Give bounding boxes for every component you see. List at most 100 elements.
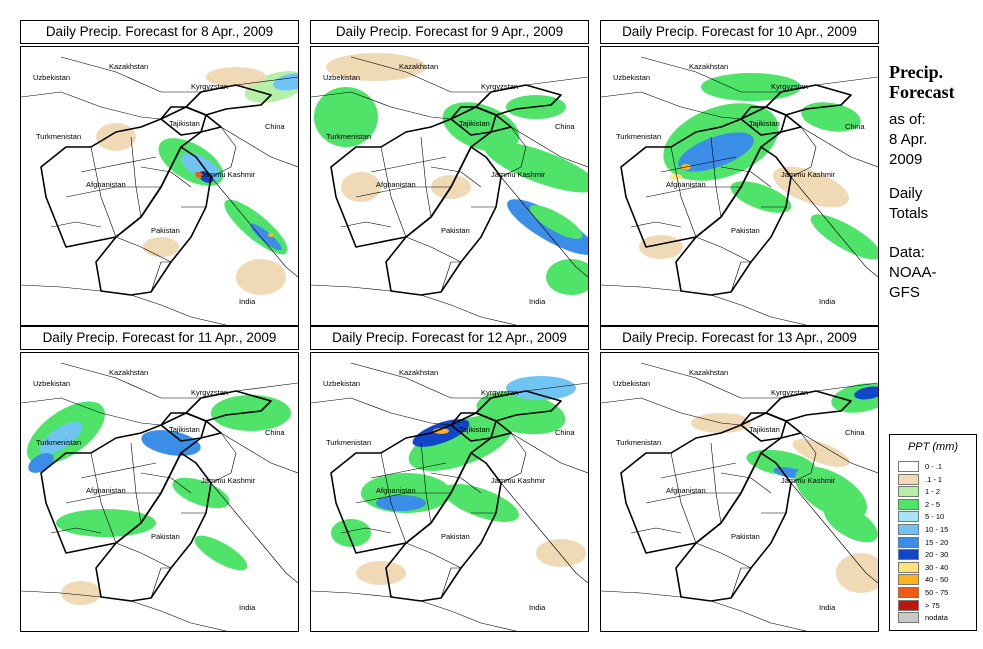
precip-area <box>730 181 792 213</box>
precip-area <box>536 539 586 567</box>
legend-label: 2 - 5 <box>925 499 941 509</box>
legend-swatch <box>898 511 919 523</box>
boundary-coast <box>21 590 227 631</box>
boundary-prov1 <box>355 136 451 238</box>
precip-map-svg: Kazakhstan Uzbekistan Kyrgyzstan Tajikistan… <box>601 56 878 325</box>
map-label-kyrgyzstan: Kyrgyzstan <box>481 388 518 397</box>
precip-area <box>701 73 801 101</box>
precip-map: Kazakhstan Uzbekistan Kyrgyzstan Tajikistan… <box>20 352 299 632</box>
legend-swatch <box>898 536 919 548</box>
map-label-afghanistan: Afghanistan <box>666 180 706 189</box>
legend-label: > 75 <box>925 600 940 610</box>
map-label-afghanistan: Afghanistan <box>376 486 416 495</box>
boundary-ind <box>500 176 588 278</box>
legend-swatch <box>898 587 919 598</box>
legend-label: 5 - 10 <box>925 512 945 522</box>
legend-label: 15 - 20 <box>925 537 949 547</box>
boundary-coast <box>601 284 807 325</box>
boundary-uzb <box>311 91 452 120</box>
boundary-ind <box>210 482 298 584</box>
precip-area <box>96 123 136 151</box>
precip-area <box>331 519 371 547</box>
boundary-inner <box>340 166 482 228</box>
map-label-afghanistan: Afghanistan <box>666 486 706 495</box>
precip-field <box>691 383 878 593</box>
boundary-inner <box>340 472 482 534</box>
map-label-kazakhstan: Kazakhstan <box>109 368 148 377</box>
boundary-chn <box>220 432 298 474</box>
boundary-inner <box>50 166 192 228</box>
precip-area <box>268 233 274 237</box>
boundary-kaz <box>350 56 588 93</box>
map-label-jammu-kashmir: Jammu Kashmir <box>781 476 836 485</box>
precip-map-svg: Kazakhstan Uzbekistan Kyrgyzstan Tajikistan… <box>601 362 878 631</box>
map-label-china: China <box>555 428 575 437</box>
boundary-prov1 <box>645 136 741 238</box>
sidebar-data-line1: Data: <box>889 244 925 261</box>
forecast-panel: Daily Precip. Forecast for 8 Apr., 2009 K… <box>20 20 299 326</box>
map-label-china: China <box>845 122 865 131</box>
sidebar-date-line2: 2009 <box>889 151 923 168</box>
sidebar-title: Precip. Forecast <box>889 62 955 102</box>
map-label-afghanistan: Afghanistan <box>86 180 126 189</box>
map-label-turkmenistan: Turkmenistan <box>616 438 661 447</box>
sidebar-totals: Daily Totals <box>889 184 928 224</box>
sidebar-as-of: as of: 8 Apr. 2009 <box>889 110 927 170</box>
precip-area <box>250 223 282 251</box>
precip-area <box>433 428 449 434</box>
map-label-jammu-kashmir: Jammu Kashmir <box>491 476 546 485</box>
map-label-turkmenistan: Turkmenistan <box>616 132 661 141</box>
legend-label: 50 - 75 <box>925 588 949 597</box>
legend-swatch <box>898 461 919 472</box>
panel-title: Daily Precip. Forecast for 12 Apr., 2009 <box>310 326 589 350</box>
precip-area <box>39 421 83 455</box>
map-label-india: India <box>239 297 256 306</box>
precip-field <box>314 53 588 295</box>
forecast-panel: Daily Precip. Forecast for 9 Apr., 2009 K… <box>310 20 589 326</box>
boundary-prov1 <box>65 136 161 238</box>
sidebar-data-line3: GFS <box>889 284 920 301</box>
boundary-coast <box>601 590 807 631</box>
map-label-kazakhstan: Kazakhstan <box>109 62 148 71</box>
precip-map: Kazakhstan Uzbekistan Kyrgyzstan Tajikistan… <box>310 46 589 326</box>
precip-area <box>546 259 588 295</box>
precip-legend: PPT (mm) 0 - .1 .1 - 1 1 - 2 2 - 5 5 - 10 10 … <box>889 434 977 631</box>
boundary-prov1 <box>355 442 451 544</box>
map-label-china: China <box>265 122 285 131</box>
boundary-jk <box>760 114 817 178</box>
map-label-kyrgyzstan: Kyrgyzstan <box>191 82 228 91</box>
boundary-chn <box>800 432 878 474</box>
boundary-uzb <box>311 397 452 426</box>
precip-area <box>326 53 426 81</box>
legend-label: 30 - 40 <box>925 562 949 572</box>
map-label-tajikistan: Tajikistan <box>749 425 780 434</box>
legend-label: 1 - 2 <box>925 487 941 497</box>
boundary-coast <box>311 284 517 325</box>
precip-map-svg: Kazakhstan Uzbekistan Kyrgyzstan Tajikistan… <box>21 362 298 631</box>
legend-swatch <box>898 486 919 498</box>
boundary-inner <box>630 472 772 534</box>
map-label-uzbekistan: Uzbekistan <box>613 73 650 82</box>
panel-title: Daily Precip. Forecast for 11 Apr., 2009 <box>20 326 299 350</box>
map-label-turkmenistan: Turkmenistan <box>326 132 371 141</box>
precip-area <box>824 503 878 543</box>
map-label-pakistan: Pakistan <box>151 532 180 541</box>
forecast-panel: Daily Precip. Forecast for 13 Apr., 2009… <box>600 326 879 632</box>
precip-area <box>854 386 878 400</box>
panel-title: Daily Precip. Forecast for 10 Apr., 2009 <box>600 20 879 44</box>
map-label-kazakhstan: Kazakhstan <box>689 368 728 377</box>
precip-field <box>96 67 298 295</box>
boundary-kaz <box>60 362 298 399</box>
precip-area <box>810 214 878 260</box>
map-label-turkmenistan: Turkmenistan <box>36 132 81 141</box>
precip-area <box>143 237 179 257</box>
map-label-india: India <box>819 297 836 306</box>
precip-map: Kazakhstan Uzbekistan Kyrgyzstan Tajikistan… <box>600 352 879 632</box>
precip-area <box>678 132 754 172</box>
map-label-turkmenistan: Turkmenistan <box>326 438 371 447</box>
map-label-tajikistan: Tajikistan <box>169 119 200 128</box>
precip-area <box>356 561 406 585</box>
precip-area <box>506 376 576 400</box>
legend-label: .1 - 1 <box>925 474 943 484</box>
precip-map: Kazakhstan Uzbekistan Kyrgyzstan Tajikistan… <box>20 46 299 326</box>
